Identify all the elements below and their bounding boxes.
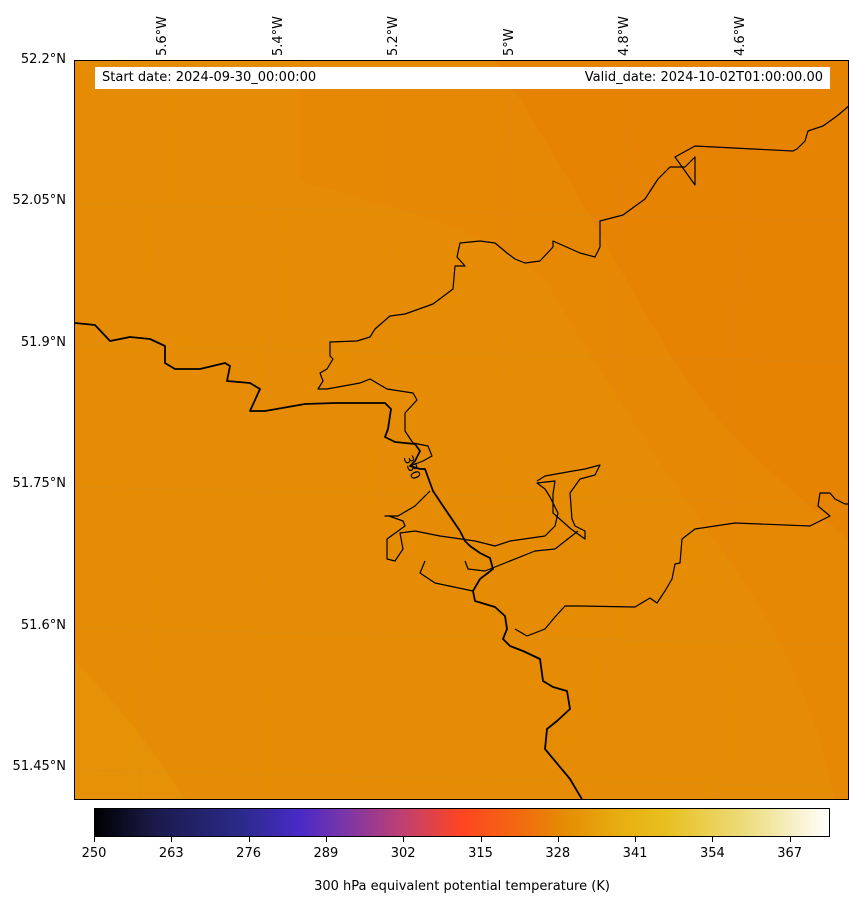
colorbar-tick-mark	[325, 837, 327, 842]
colorbar-title: 300 hPa equivalent potential temperature…	[314, 879, 610, 894]
lat-label-52.05n: 52.05°N	[12, 193, 66, 208]
lat-label-51.75n: 51.75°N	[12, 476, 66, 491]
lon-label-5.4w: 5.4°W	[271, 15, 286, 56]
coastline	[75, 105, 848, 799]
colorbar-tick-mark	[480, 837, 482, 842]
lon-label-5.2w: 5.2°W	[386, 15, 401, 56]
lon-label-4.6w: 4.6°W	[733, 15, 748, 56]
colorbar-tick-mark	[171, 837, 173, 842]
start-date-label: Start date: 2024-09-30_00:00:00	[102, 70, 317, 85]
map-field: 330	[75, 61, 848, 799]
valid-date-label: Valid_date: 2024-10-02T01:00:00.00	[584, 70, 823, 85]
colorbar-tick-mark	[789, 837, 791, 842]
colorbar-tick-label: 328	[545, 846, 571, 861]
lat-label-51.45n: 51.45°N	[12, 759, 66, 774]
lon-label-4.8w: 4.8°W	[617, 15, 632, 56]
lat-label-51.6n: 51.6°N	[20, 618, 66, 633]
field-shade-warmer	[495, 61, 848, 540]
colorbar-tick-mark	[403, 837, 405, 842]
date-info-box: Start date: 2024-09-30_00:00:00 Valid_da…	[95, 67, 830, 89]
colorbar-tick-label: 289	[313, 846, 339, 861]
colorbar	[94, 808, 830, 837]
colorbar-tick-label: 354	[699, 846, 725, 861]
colorbar-tick-label: 276	[236, 846, 261, 861]
colorbar-tick-label: 250	[81, 846, 107, 861]
colorbar-tick-mark	[94, 837, 95, 842]
colorbar-tick-mark	[557, 837, 559, 842]
colorbar-tick-label: 315	[468, 846, 493, 861]
colorbar-tick-label: 263	[158, 846, 184, 861]
lon-label-5w: 5°W	[502, 28, 517, 56]
colorbar-tick-mark	[248, 837, 250, 842]
lat-label-52.2n: 52.2°N	[20, 52, 66, 67]
lat-label-51.9n: 51.9°N	[20, 335, 66, 350]
colorbar-tick-label: 302	[390, 846, 416, 861]
colorbar-tick-label: 367	[777, 846, 803, 861]
field-shade-cool	[75, 661, 184, 799]
lon-label-5.6w: 5.6°W	[155, 15, 170, 56]
colorbar-tick-mark	[635, 837, 637, 842]
map-panel: 330 Start date: 2024-09-30_00:00:00 Vali…	[74, 60, 849, 800]
colorbar-tick-label: 341	[622, 846, 648, 861]
colorbar-tick-mark	[712, 837, 714, 842]
